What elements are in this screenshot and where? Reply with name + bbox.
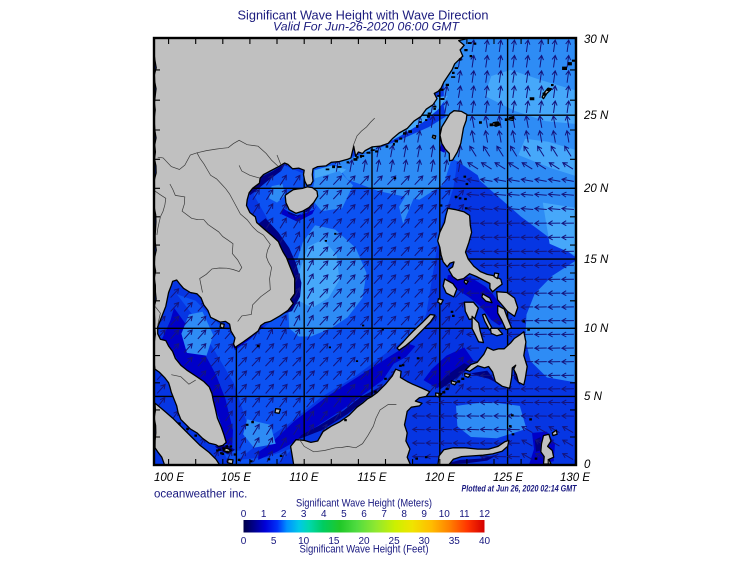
svg-text:8: 8	[401, 509, 407, 520]
svg-text:110 E: 110 E	[289, 472, 319, 484]
svg-text:6: 6	[361, 509, 367, 520]
svg-text:15: 15	[328, 536, 340, 547]
svg-text:20 N: 20 N	[583, 183, 609, 195]
svg-text:7: 7	[381, 509, 387, 520]
svg-text:25: 25	[389, 536, 401, 547]
svg-text:oceanweather inc.: oceanweather inc.	[154, 489, 247, 501]
svg-text:1: 1	[261, 509, 267, 520]
svg-text:0: 0	[241, 509, 247, 520]
svg-text:Significant Wave Height (Meter: Significant Wave Height (Meters)	[296, 498, 432, 510]
svg-text:Valid For Jun-26-2020 06:00 GM: Valid For Jun-26-2020 06:00 GMT	[273, 20, 461, 34]
svg-text:9: 9	[421, 509, 427, 520]
svg-text:30 N: 30 N	[584, 34, 609, 46]
svg-text:20: 20	[358, 536, 370, 547]
svg-text:10: 10	[439, 509, 451, 520]
svg-text:10: 10	[298, 536, 310, 547]
svg-text:2: 2	[281, 509, 287, 520]
svg-text:Significant Wave Height (Feet): Significant Wave Height (Feet)	[300, 544, 429, 556]
svg-text:5: 5	[341, 509, 347, 520]
svg-text:100 E: 100 E	[154, 472, 184, 484]
svg-text:5: 5	[271, 536, 277, 547]
svg-text:120 E: 120 E	[425, 472, 455, 484]
svg-text:0: 0	[584, 459, 591, 471]
svg-text:30: 30	[419, 536, 431, 547]
svg-text:35: 35	[449, 536, 461, 547]
svg-text:105 E: 105 E	[221, 472, 251, 484]
svg-text:3: 3	[301, 509, 307, 520]
svg-text:12: 12	[479, 509, 491, 520]
svg-text:115 E: 115 E	[357, 472, 387, 484]
svg-text:Significant Wave Height with W: Significant Wave Height with Wave Direct…	[238, 8, 489, 23]
svg-text:25 N: 25 N	[583, 110, 609, 122]
svg-text:125 E: 125 E	[493, 472, 523, 484]
svg-text:40: 40	[479, 536, 491, 547]
svg-text:0: 0	[241, 536, 247, 547]
svg-text:130 E: 130 E	[560, 472, 590, 484]
svg-text:15 N: 15 N	[584, 254, 609, 266]
svg-text:11: 11	[459, 509, 470, 520]
svg-text:10 N: 10 N	[584, 323, 609, 335]
svg-text:5 N: 5 N	[584, 391, 603, 403]
svg-text:4: 4	[321, 509, 327, 520]
svg-text:Plotted at Jun 26, 2020 02:14: Plotted at Jun 26, 2020 02:14 GMT	[462, 484, 578, 495]
